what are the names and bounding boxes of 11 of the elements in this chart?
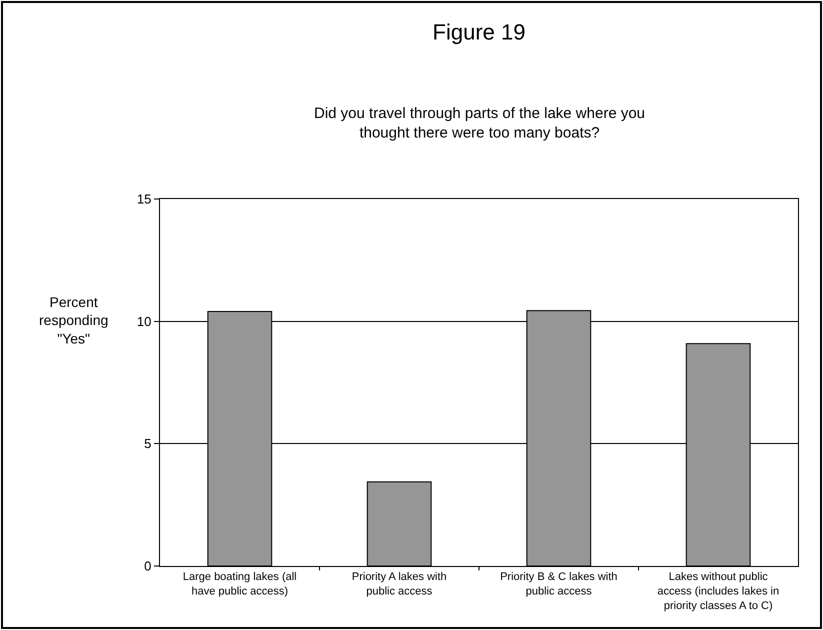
- chart-title: Figure 19: [432, 20, 526, 45]
- x-tick-label: Large boating lakes (all have public access): [182, 571, 297, 598]
- chart-subtitle: Did you travel through parts of the lake where you thought there were too many boats?: [314, 105, 646, 142]
- x-tick-label: Priority A lakes with public access: [352, 571, 447, 598]
- y-tick-label: 0: [144, 558, 152, 574]
- y-tick-label: 5: [144, 436, 152, 452]
- y-tick-label: 15: [136, 192, 152, 207]
- x-tick-label: Priority B & C lakes with public access: [500, 571, 618, 598]
- x-tick-label: Lakes without public access (includes lakes in priority classes A to C): [657, 571, 780, 612]
- y-tick-label: 10: [136, 314, 152, 329]
- y-axis-title: Percent responding "Yes": [39, 294, 108, 346]
